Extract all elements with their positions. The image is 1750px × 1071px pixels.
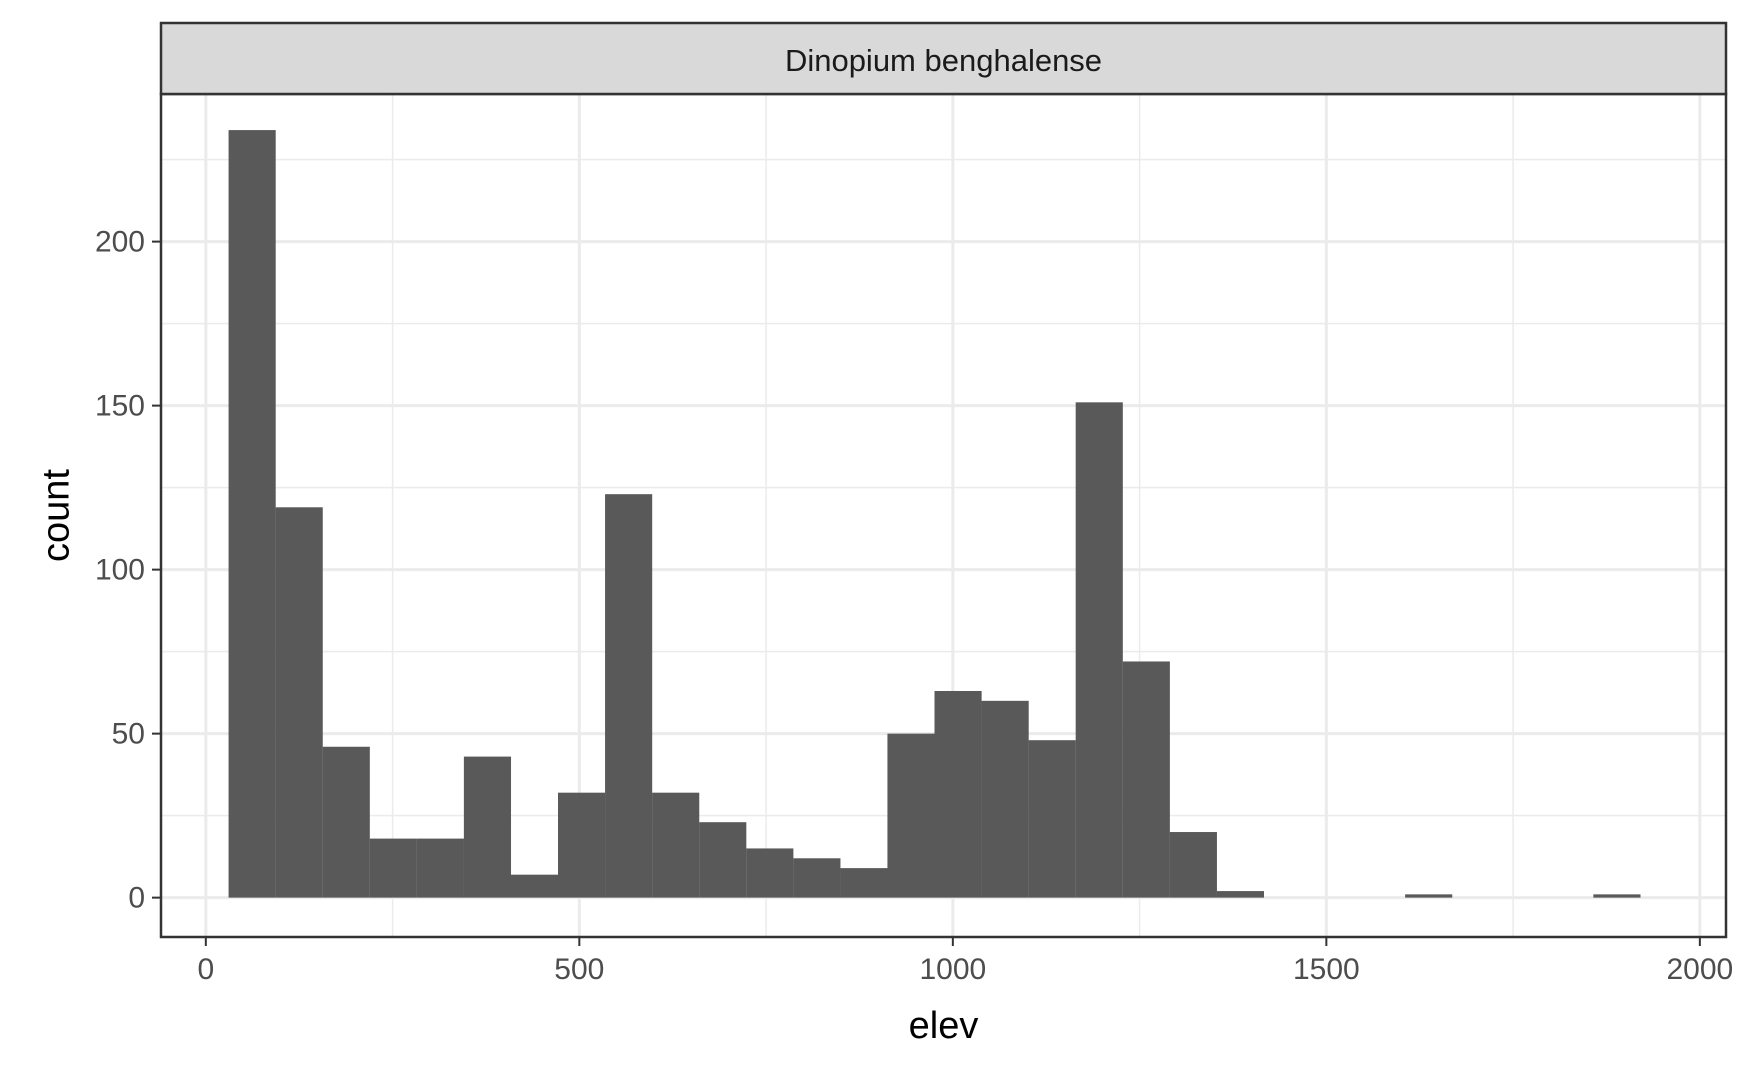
histogram-bar [463, 756, 512, 898]
x-tick-label: 0 [197, 953, 214, 986]
y-tick-label: 50 [112, 718, 145, 751]
y-tick-label: 150 [95, 390, 145, 423]
histogram-bar [605, 494, 653, 898]
histogram-bar [558, 792, 606, 898]
histogram-bar [416, 838, 464, 898]
histogram-bar [322, 746, 370, 898]
histogram-bars [228, 130, 1641, 898]
histogram-bar [369, 838, 417, 898]
histogram-bar [887, 733, 935, 898]
histogram-bar [793, 858, 841, 898]
histogram-bar [1122, 661, 1170, 898]
axis-ticks: 0 500 1000 1500 2000 0 50 100 150 200 [95, 226, 1733, 986]
histogram-bar [1028, 740, 1076, 898]
facet-strip-label: Dinopium benghalense [785, 43, 1102, 78]
y-tick-label: 200 [95, 226, 145, 259]
x-axis-title: elev [909, 1005, 979, 1047]
histogram-bar [275, 507, 323, 898]
facet-strip [159, 21, 1728, 96]
histogram-bar [981, 700, 1029, 898]
histogram-bar [1075, 402, 1123, 898]
histogram-bar [746, 848, 794, 898]
histogram-bar [934, 690, 982, 898]
histogram-bar [1405, 894, 1453, 898]
histogram-bar [1593, 894, 1641, 898]
histogram-bar [840, 868, 888, 898]
histogram-bar [228, 130, 276, 898]
x-tick-label: 500 [554, 953, 604, 986]
grid-lines [161, 94, 1726, 937]
x-tick-label: 2000 [1666, 953, 1733, 986]
histogram-bar [1169, 832, 1217, 898]
histogram-bar [652, 792, 700, 898]
histogram-bar [699, 822, 747, 898]
x-tick-label: 1500 [1293, 953, 1360, 986]
y-tick-label: 100 [95, 554, 145, 587]
histogram-bar [1216, 891, 1265, 898]
x-tick-label: 1000 [919, 953, 986, 986]
y-axis-title: count [35, 469, 77, 562]
histogram-bar [510, 874, 559, 898]
y-tick-label: 0 [128, 882, 145, 915]
